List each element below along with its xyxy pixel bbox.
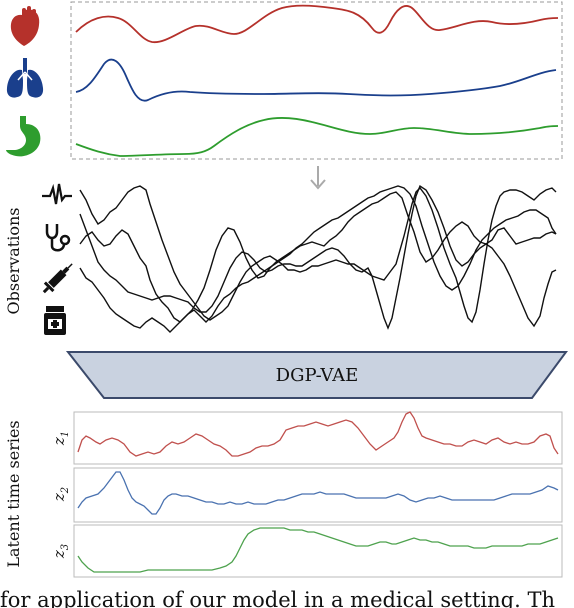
syringe-icon: [42, 263, 73, 294]
down-arrow: [310, 166, 326, 190]
observation-signals: [79, 184, 557, 333]
lungs-signal-line: [75, 58, 557, 102]
latent-label: Latent time series: [4, 420, 23, 567]
latent-box-2: [73, 467, 563, 523]
dgp-vae-block: DGP-VAE: [65, 351, 568, 399]
observations-label: Observations: [4, 208, 23, 315]
caption-text: for application of our model in a medica…: [0, 588, 555, 608]
stomach-icon: [6, 116, 41, 157]
stomach-signal-line: [75, 116, 559, 157]
latent-box-3: [73, 524, 563, 578]
observation-line: [79, 185, 557, 324]
latent-z2-line: [77, 471, 559, 515]
observations-panel: Observations: [4, 183, 557, 335]
pill-bottle-icon: [44, 306, 66, 335]
organ-panel: [6, 1, 563, 190]
observation-line: [79, 185, 557, 333]
observation-line: [79, 184, 557, 330]
latent-panel: Latent time series z1 z2 z3: [4, 411, 563, 578]
latent-name-z3: z3: [50, 544, 71, 559]
latent-z3-line: [77, 527, 559, 573]
stethoscope-icon: [45, 224, 71, 252]
latent-box-1: [73, 411, 563, 465]
heart-icon: [10, 6, 40, 46]
latent-z1-line: [77, 411, 559, 457]
latent-name-z1: z1: [50, 431, 71, 446]
dgp-vae-trapezoid: [65, 351, 568, 399]
organ-signals-dashed-box: [70, 1, 563, 160]
observation-line: [79, 191, 557, 323]
heart-signal-line: [75, 4, 559, 43]
dgp-vae-label: DGP-VAE: [276, 365, 359, 386]
latent-name-z2: z2: [50, 487, 71, 502]
ecg-icon: [42, 183, 72, 205]
lungs-icon: [6, 58, 44, 98]
